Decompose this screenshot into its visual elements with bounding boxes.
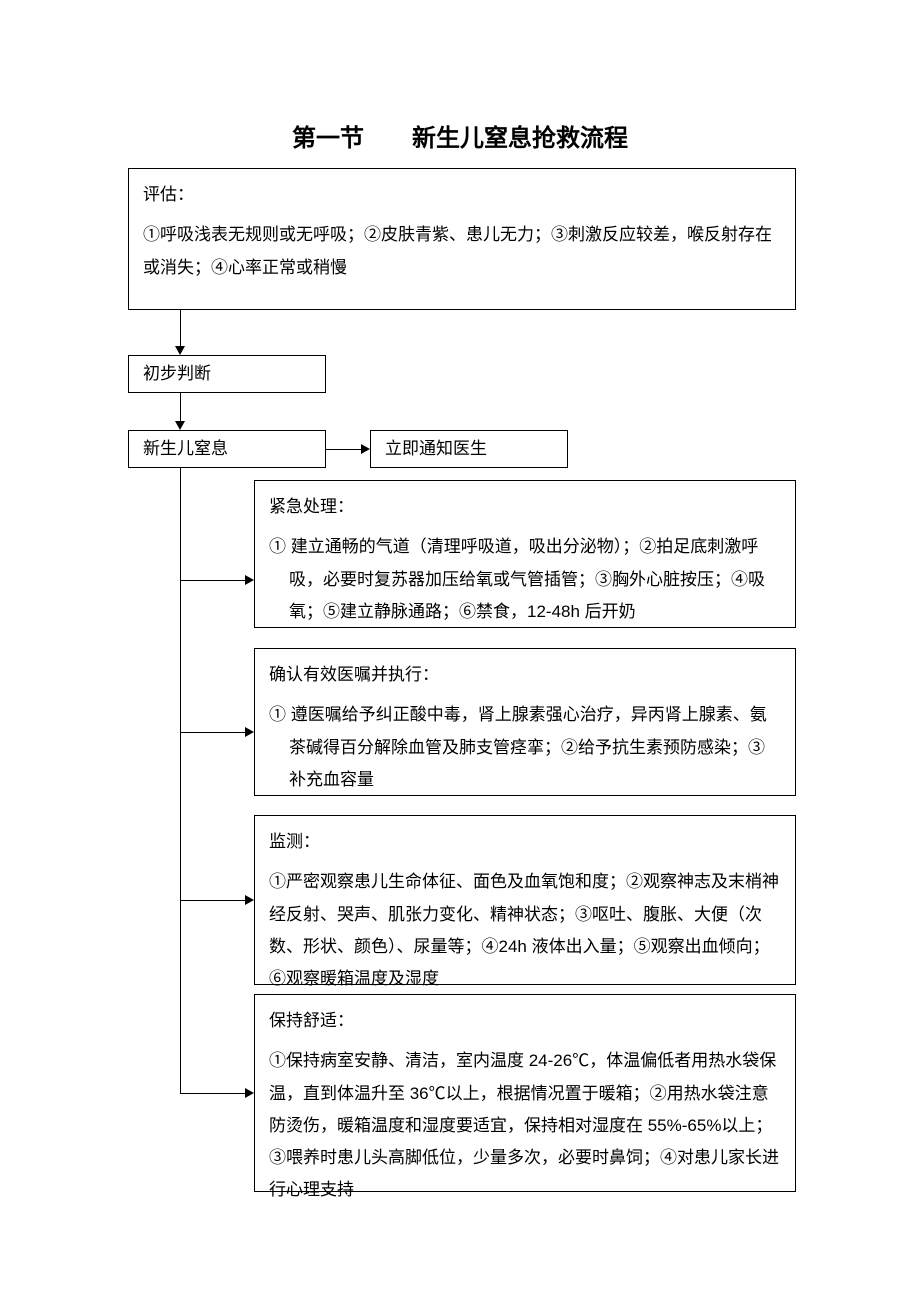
node-comfort: 保持舒适： ①保持病室安静、清洁，室内温度 24-26℃，体温偏低者用热水袋保温… [254, 994, 796, 1192]
node-assess-body: ①呼吸浅表无规则或无呼吸；②皮肤青紫、患儿无力；③刺激反应较差，喉反射存在或消失… [143, 219, 781, 284]
arrowhead-icon [175, 346, 185, 355]
node-comfort-title: 保持舒适： [269, 1005, 781, 1037]
edge-asphyxia-notify [326, 449, 364, 450]
arrowhead-icon [175, 421, 185, 430]
node-asphyxia-body: 新生儿窒息 [143, 439, 228, 458]
edge-branch-monitor [180, 900, 248, 901]
node-monitor-body: ①严密观察患儿生命体征、面色及血氧饱和度；②观察神志及末梢神经反射、哭声、肌张力… [269, 866, 781, 995]
node-prelim: 初步判断 [128, 355, 326, 393]
node-monitor-title: 监测： [269, 826, 781, 858]
node-asphyxia: 新生儿窒息 [128, 430, 326, 468]
page-canvas: 第一节 新生儿窒息抢救流程 评估： ①呼吸浅表无规则或无呼吸；②皮肤青紫、患儿无… [0, 0, 920, 1302]
node-emergency-title: 紧急处理： [269, 491, 781, 523]
node-emergency: 紧急处理： ① 建立通畅的气道（清理呼吸道，吸出分泌物）；②拍足底刺激呼吸，必要… [254, 480, 796, 628]
node-assess-title: 评估： [143, 179, 781, 211]
edge-prelim-asphyxia [180, 393, 181, 423]
arrowhead-icon [245, 575, 254, 585]
node-prelim-body: 初步判断 [143, 364, 211, 383]
edge-branch-comfort [180, 1093, 248, 1094]
node-monitor: 监测： ①严密观察患儿生命体征、面色及血氧饱和度；②观察神志及末梢神经反射、哭声… [254, 815, 796, 985]
node-orders-body: ① 遵医嘱给予纠正酸中毒，肾上腺素强心治疗，异丙肾上腺素、氨茶碱得百分解除血管及… [269, 699, 781, 796]
page-title: 第一节 新生儿窒息抢救流程 [0, 118, 920, 153]
arrowhead-icon [361, 444, 370, 454]
node-comfort-body: ①保持病室安静、清洁，室内温度 24-26℃，体温偏低者用热水袋保温，直到体温升… [269, 1045, 781, 1206]
node-notify-body: 立即通知医生 [385, 439, 487, 458]
arrowhead-icon [245, 727, 254, 737]
node-assess: 评估： ①呼吸浅表无规则或无呼吸；②皮肤青紫、患儿无力；③刺激反应较差，喉反射存… [128, 168, 796, 310]
node-emergency-body: ① 建立通畅的气道（清理呼吸道，吸出分泌物）；②拍足底刺激呼吸，必要时复苏器加压… [269, 531, 781, 628]
edge-branch-emergency [180, 580, 248, 581]
node-orders-title: 确认有效医嘱并执行： [269, 659, 781, 691]
node-orders: 确认有效医嘱并执行： ① 遵医嘱给予纠正酸中毒，肾上腺素强心治疗，异丙肾上腺素、… [254, 648, 796, 796]
edge-assess-prelim [180, 310, 181, 348]
arrowhead-icon [245, 1088, 254, 1098]
trunk-line [180, 468, 181, 1093]
edge-branch-orders [180, 732, 248, 733]
node-notify: 立即通知医生 [370, 430, 568, 468]
arrowhead-icon [245, 895, 254, 905]
